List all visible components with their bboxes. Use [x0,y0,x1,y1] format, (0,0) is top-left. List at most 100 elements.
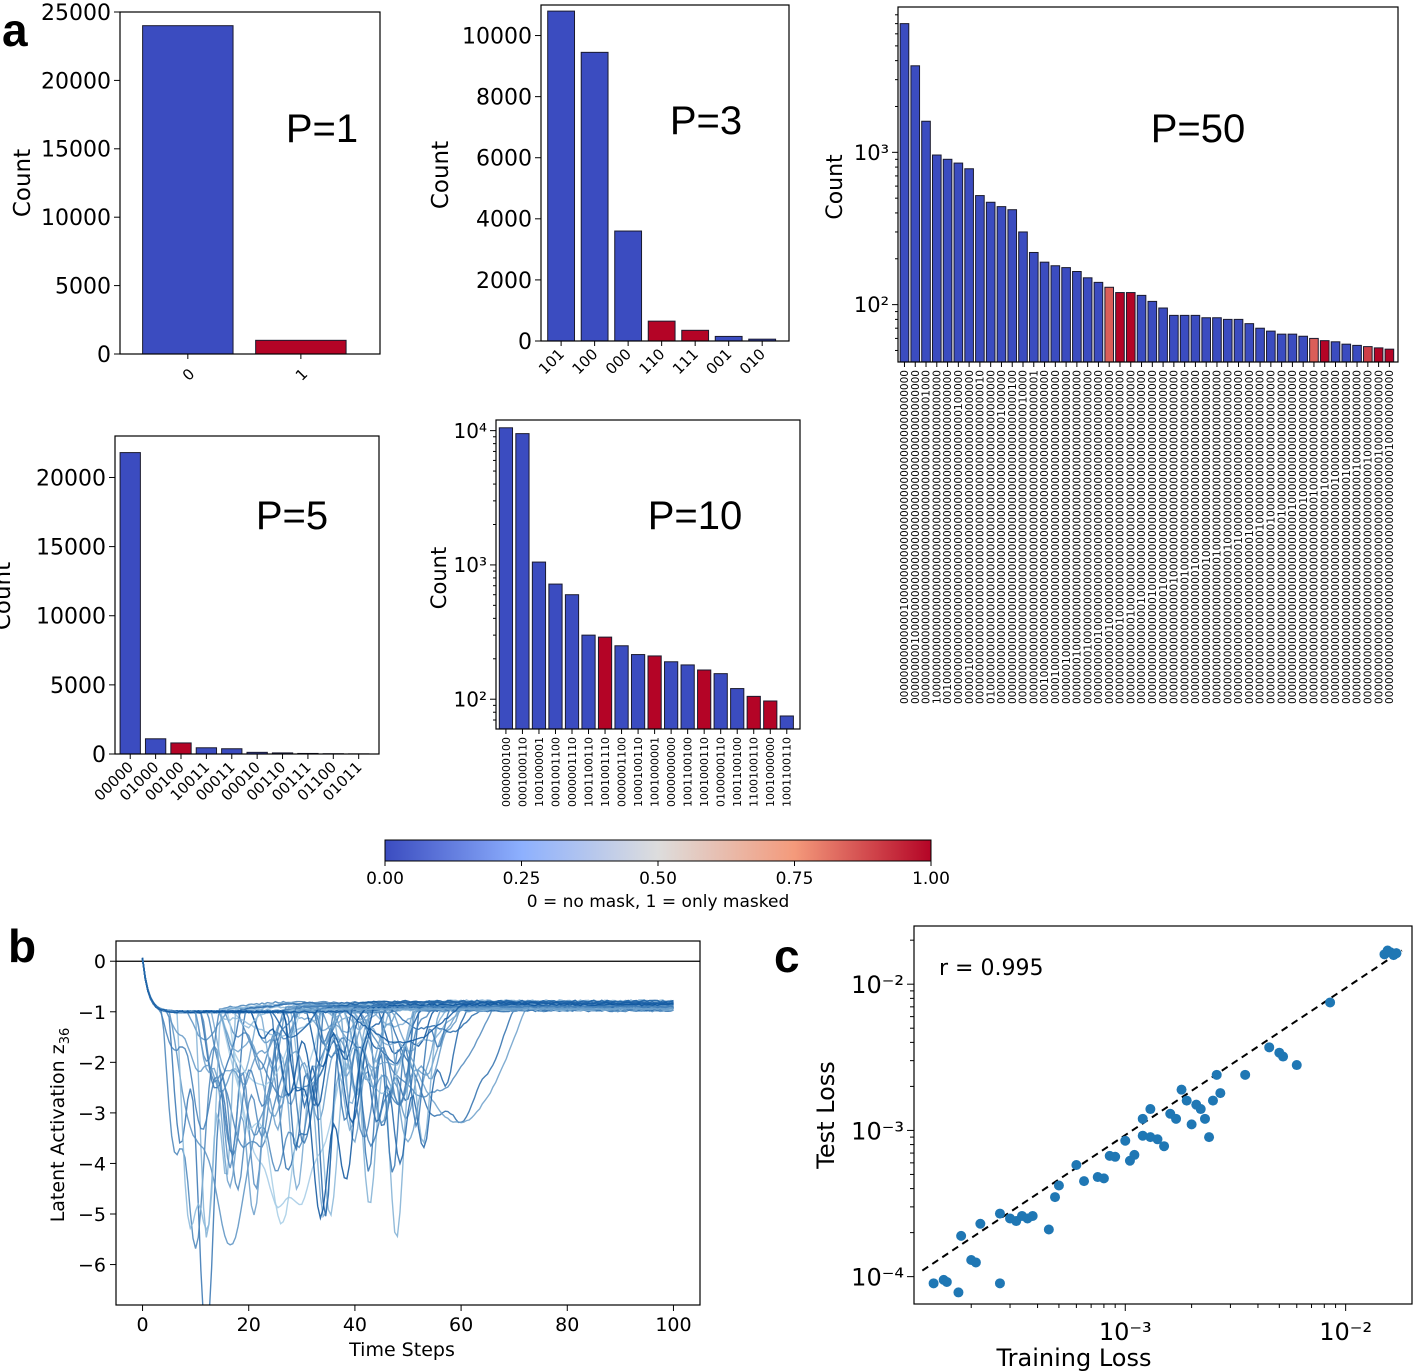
bar-p10-0 [498,427,514,730]
bar-p50-40 [1330,341,1341,363]
scatter-point [1171,1113,1182,1124]
xtick-label: 1001000110 [698,737,711,807]
series-line [141,959,674,1157]
colorbar-bar [384,839,932,862]
scatter-point [1071,1160,1082,1171]
ytick-label: −1 [78,1002,106,1024]
bar-p50-0 [899,23,910,363]
bar-p50-8 [985,201,996,363]
chart-title-p3: P=3 [670,99,742,143]
ytick-label: 20000 [36,466,106,491]
bar-p50-21 [1125,292,1136,363]
bar-p5-1 [144,738,167,755]
scatter-point [1079,1176,1090,1187]
xtick-label: 0000000000000000000000000000000100000000… [1309,370,1321,704]
scatter-point [953,1287,964,1298]
series-group [116,957,700,1305]
bar-p10-7 [614,645,629,730]
bar-p50-39 [1319,340,1330,363]
ytick-label: 0 [94,951,106,973]
bar-p10-9 [647,655,662,730]
xtick-label: 1100100110 [748,737,761,807]
ytick-label: 10² [854,293,889,317]
ytick-label: 10⁻⁴ [851,1264,904,1292]
chart-p5: 0000001000001001001100011000100011000111… [0,435,380,805]
ytick-label: 2000 [476,269,532,294]
ytick-label: 0 [97,343,111,368]
bar-p10-4 [564,594,580,730]
xtick-label: 000 [602,345,635,378]
scatter-point [1176,1084,1187,1095]
bar-p50-7 [975,195,985,363]
bar-p50-17 [1082,277,1093,363]
colorbar-tick-label: 0.50 [639,869,677,889]
bar-p1-1 [255,339,347,355]
series-line [141,958,674,1039]
xtick-label: 0000010000000000000000000000000000000000… [964,370,976,704]
xtick-label: 1001001110 [599,737,612,807]
scatter-point [1152,1134,1163,1145]
scatter-point [928,1278,939,1289]
xtick-label: 0000000000000000000000000000000001000000… [1330,370,1342,704]
ytick-label: 8000 [476,86,532,111]
bar-p50-28 [1201,317,1211,363]
xtick-label: 0000000000000000000000100000000000000000… [1212,370,1224,704]
bar-p3-0 [547,10,576,342]
xtick-label: 0000001110 [566,737,579,807]
scatter-point [1204,1132,1215,1143]
bar-p50-41 [1341,343,1352,363]
bar-p50-32 [1244,323,1255,363]
bar-p10-15 [746,695,761,730]
xtick-label: 0000000000000000010000000000000000000000… [1158,370,1170,704]
scatter-point [1391,948,1402,959]
bar-p50-4 [942,158,953,363]
bar-p10-8 [630,654,646,730]
ytick-label: 15000 [36,536,106,561]
ytick-label: 10000 [462,24,532,49]
scatter-point [1325,997,1336,1008]
series-line [141,959,674,1216]
xtick-label: 0000000100000000000000000000000000000000… [1072,370,1084,704]
scatter-point [1050,1192,1061,1203]
bar-p50-18 [1093,281,1104,363]
xtick-label: 0000000000000000000000000000000000001000… [1363,370,1375,704]
bar-p10-2 [531,561,547,730]
colorbar-label: 0 = no mask, 1 = only masked [527,892,790,912]
xtick-label: 101 [535,345,568,378]
xtick-label: 100 [568,345,601,378]
bar-p5-4 [221,748,243,755]
bar-p50-43 [1363,346,1373,363]
y-axis-label: Test Loss [812,1061,840,1170]
scatter-point [1240,1069,1251,1080]
bar-p50-31 [1233,318,1244,363]
xtick-label: 0000000000000000000000000000000000010000… [1352,370,1364,704]
scatter-point [1027,1210,1038,1221]
scatter-point [1211,1069,1222,1080]
bar-p50-25 [1169,314,1179,363]
scatter-point [1264,1042,1275,1053]
axes-frame-c [913,925,1413,1305]
bar-p5-2 [170,742,192,755]
xtick-label: 0000001000000000000000000000000000000000… [1061,370,1073,704]
chart-title-p50: P=50 [1151,107,1246,151]
bar-p10-10 [664,661,679,730]
chart-title-p1: P=1 [286,107,358,151]
xtick-label: 0000000000000000000000000000010000000000… [1287,370,1299,704]
colorbar-tick-label: 1.00 [912,869,950,889]
bar-p3-4 [681,329,710,342]
chart-p10: 0000000100 0001000110 1001000001 0001001100… [427,419,801,807]
scatter-point [1278,1051,1289,1062]
xtick-label: 0000000000000010000000000000000000000000… [899,370,911,704]
panel-label-b: b [8,920,36,972]
scatter-point [994,1208,1005,1219]
bar-p50-33 [1255,327,1265,363]
scatter-point [1129,1149,1140,1160]
ytick-label: 10⁴ [454,419,487,443]
xtick-label: 0 [136,1314,148,1336]
xtick-label: 100 [655,1314,691,1336]
xtick-label: 40 [343,1314,367,1336]
scatter-point [1053,1180,1064,1191]
ytick-label: 10⁻³ [851,1117,904,1145]
